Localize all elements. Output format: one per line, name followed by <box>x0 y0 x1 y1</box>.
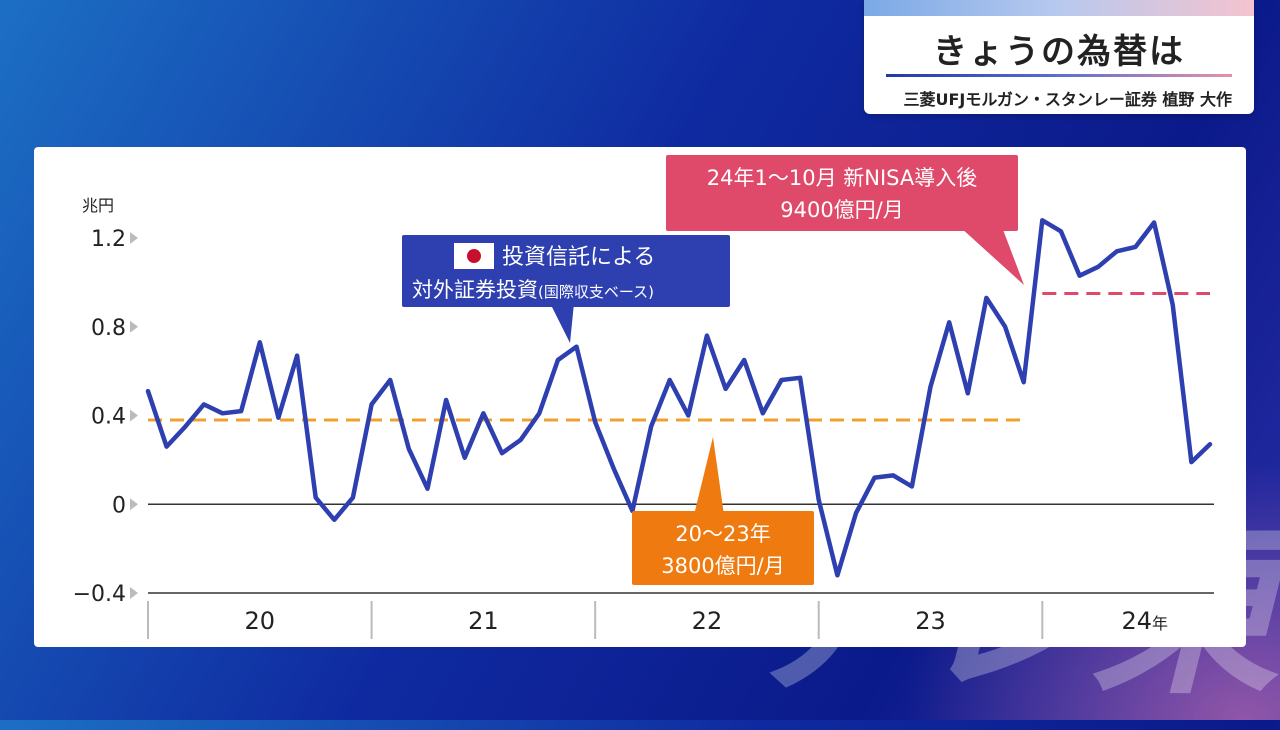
line-chart: 兆円 1.2 0.8 0.4 0 −0.4 20 21 22 23 24年 投資信託による 対外… <box>34 147 1246 647</box>
y-tick-marker <box>130 498 138 510</box>
y-tick-label: 0.8 <box>91 316 126 341</box>
x-axis: 20 21 22 23 24年 <box>148 593 1214 639</box>
title-divider <box>886 74 1232 77</box>
chart-panel: 兆円 1.2 0.8 0.4 0 −0.4 20 21 22 23 24年 投資信託による 対外… <box>34 147 1246 647</box>
title-topbar <box>864 0 1254 16</box>
y-tick-marker <box>130 410 138 422</box>
x-tick-label: 24年 <box>1122 607 1169 635</box>
series-label-callout: 投資信託による 対外証券投資(国際収支ベース) <box>402 235 730 343</box>
y-tick-label: 0 <box>112 493 126 518</box>
x-tick-label: 23 <box>915 607 946 635</box>
avg-2020-2023-line2: 3800億円/月 <box>661 554 785 578</box>
page-subtitle: 三菱UFJモルガン・スタンレー証券 植野 大作 <box>903 86 1232 110</box>
y-tick-label: −0.4 <box>73 582 126 607</box>
avg-2024-line2: 9400億円/月 <box>780 198 904 222</box>
y-tick-marker <box>130 232 138 244</box>
y-tick-marker <box>130 587 138 599</box>
avg-2024-line1: 24年1〜10月 新NISA導入後 <box>707 166 977 190</box>
avg-2024-pointer <box>960 227 1024 285</box>
y-unit-label: 兆円 <box>82 196 114 215</box>
x-tick-label: 20 <box>245 607 276 635</box>
y-axis: 1.2 0.8 0.4 0 −0.4 <box>73 227 138 607</box>
x-tick-label: 21 <box>468 607 499 635</box>
page-title: きょうの為替は <box>864 24 1254 73</box>
japan-flag-disc <box>467 249 481 263</box>
title-box: きょうの為替は 三菱UFJモルガン・スタンレー証券 植野 大作 <box>864 0 1254 114</box>
series-label-line1: 投資信託による <box>502 245 655 270</box>
y-tick-label: 0.4 <box>91 405 126 430</box>
series-label-pointer <box>550 303 574 343</box>
y-tick-label: 1.2 <box>91 227 126 252</box>
avg-2020-2023-pointer <box>694 437 724 515</box>
avg-2020-2023-callout: 20〜23年 3800億円/月 <box>632 437 814 585</box>
y-tick-marker <box>130 321 138 333</box>
avg-2020-2023-line1: 20〜23年 <box>675 522 770 546</box>
x-tick-label: 22 <box>692 607 723 635</box>
